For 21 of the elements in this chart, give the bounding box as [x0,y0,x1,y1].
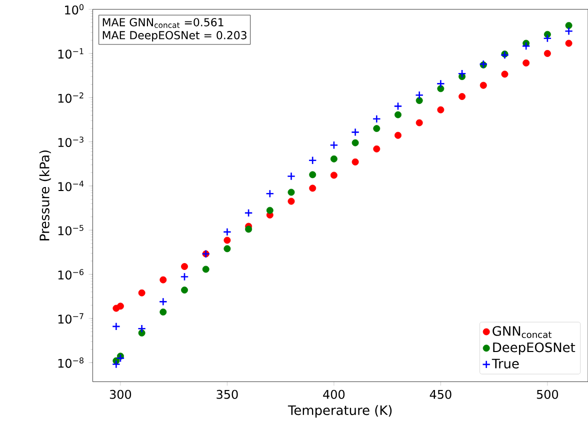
y-tick-label: 10$^{−4}$ [58,180,84,192]
y-axis-title: Pressure (kPa) [39,150,51,240]
x-tick-label: 350 [216,390,238,399]
y-tick-label: 10$^{−3}$ [58,136,84,148]
y-tick-label: 10$^{−1}$ [58,48,84,59]
legend-label: GNN$_{concat}$ [492,326,552,338]
x-tick-label: 500 [536,390,558,399]
legend-label: True [492,358,519,368]
y-tick-label: 10$^{−7}$ [58,313,84,324]
annotation: MAE DeepEOSNet = 0.203 [102,31,246,42]
y-tick-label: 10$^{−8}$ [58,357,84,368]
annotation: MAE GNN$_{concat}$ =0.561 [102,18,224,28]
legend-label: DeepEOSNet [493,342,576,355]
y-tick-label: 10$^{−6}$ [58,269,84,280]
x-tick-label: 450 [430,390,452,399]
x-axis-title: Temperature (K) [288,405,392,418]
y-tick-label: 10$^{0}$ [65,4,84,15]
y-tick-label: 10$^{−5}$ [58,224,84,236]
x-tick-label: 300 [110,390,132,399]
x-tick-label: 400 [323,390,345,399]
y-tick-label: 10$^{−2}$ [58,92,84,103]
